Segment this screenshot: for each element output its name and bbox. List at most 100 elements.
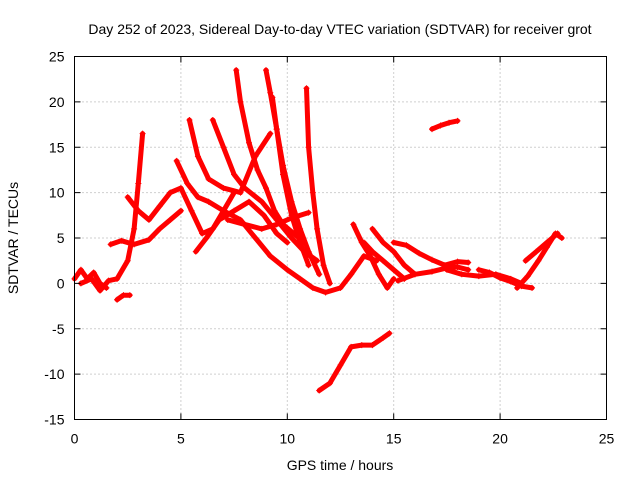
data-point-marker	[369, 248, 376, 255]
data-point-marker	[446, 119, 453, 126]
data-point-marker	[188, 207, 195, 214]
data-point-marker	[88, 275, 95, 282]
data-point-marker	[231, 207, 238, 214]
data-point-marker	[475, 266, 482, 273]
data-point-marker	[303, 85, 310, 92]
data-point-marker	[177, 207, 184, 214]
data-point-marker	[360, 253, 367, 260]
data-point-marker	[254, 166, 261, 173]
data-point-marker	[194, 153, 201, 160]
data-point-marker	[465, 259, 472, 266]
data-point-marker	[367, 253, 374, 260]
data-point-marker	[284, 266, 291, 273]
data-point-marker	[186, 117, 193, 124]
series-trace	[72, 267, 109, 291]
data-point-marker	[273, 126, 280, 133]
y-tick-label: 20	[49, 94, 65, 110]
series-trace	[444, 267, 524, 286]
data-point-marker	[216, 216, 223, 223]
x-tick-label: 25	[599, 431, 615, 447]
data-point-marker	[145, 216, 152, 223]
data-point-marker	[288, 235, 295, 241]
series-arc-n	[224, 209, 312, 232]
data-point-marker	[297, 275, 304, 282]
y-tick-label: 10	[49, 185, 65, 201]
data-point-marker	[305, 144, 312, 151]
data-point-marker	[348, 343, 355, 350]
data-point-marker	[394, 277, 401, 284]
data-point-marker	[194, 194, 201, 201]
data-point-marker	[126, 292, 133, 299]
data-point-marker	[220, 185, 227, 192]
data-point-marker	[454, 258, 461, 265]
y-tick-label: 5	[57, 230, 65, 246]
data-point-marker	[114, 296, 121, 303]
data-point-marker	[465, 266, 472, 273]
data-point-marker	[369, 342, 376, 349]
series-arc-f	[173, 157, 380, 296]
data-point-marker	[543, 239, 550, 246]
series-trace	[316, 330, 392, 393]
data-point-marker	[135, 207, 142, 214]
data-point-marker	[360, 239, 367, 246]
grid-layer	[74, 56, 607, 420]
data-point-marker	[297, 239, 304, 246]
data-point-marker	[429, 256, 436, 263]
data-point-marker	[114, 275, 121, 282]
data-point-marker	[173, 157, 180, 164]
data-point-marker	[118, 237, 125, 244]
data-point-marker	[105, 277, 112, 284]
data-point-marker	[224, 216, 231, 223]
data-point-marker	[284, 239, 291, 246]
data-point-marker	[156, 203, 163, 210]
series-trace	[174, 158, 380, 295]
data-point-marker	[429, 126, 436, 133]
data-point-marker	[305, 262, 312, 269]
x-tick-label: 0	[71, 431, 79, 447]
data-point-marker	[237, 98, 244, 105]
y-tick-label: -10	[44, 366, 64, 382]
axis-layer: 0 5 10 15 20 25 -15 -10 -5 0 5 10 15 20 25	[44, 49, 614, 447]
data-point-marker	[305, 209, 312, 216]
data-point-marker	[97, 280, 104, 287]
data-point-marker	[120, 292, 127, 299]
data-point-marker	[199, 230, 206, 237]
y-axis-label: SDTVAR / TECUs	[5, 182, 21, 294]
data-point-marker	[384, 284, 391, 291]
data-point-marker	[524, 273, 531, 280]
data-point-marker	[237, 189, 244, 196]
series-arc-y	[316, 330, 393, 394]
series-arc-h	[192, 198, 291, 255]
data-point-marker	[443, 266, 450, 273]
data-point-marker	[497, 274, 504, 281]
series-trace	[350, 221, 397, 291]
data-point-marker	[124, 194, 131, 201]
data-point-marker	[314, 225, 321, 232]
data-point-marker	[429, 268, 436, 275]
x-tick-label: 15	[386, 431, 402, 447]
data-point-marker	[454, 117, 461, 124]
data-point-marker	[305, 248, 312, 255]
series-trace	[193, 199, 290, 255]
data-point-marker	[475, 273, 482, 280]
data-point-marker	[271, 207, 278, 214]
series-arc-c	[107, 207, 184, 248]
data-point-marker	[554, 230, 561, 237]
series-trace	[304, 85, 333, 286]
data-point-marker	[269, 94, 276, 101]
data-point-marker	[245, 139, 252, 146]
data-point-marker	[390, 266, 397, 273]
data-point-marker	[192, 248, 199, 255]
series-trace	[269, 94, 312, 268]
data-point-marker	[375, 271, 382, 278]
data-point-marker	[205, 176, 212, 183]
data-point-marker	[309, 189, 316, 196]
series-layer	[71, 67, 565, 394]
x-axis-label: GPS time / hours	[287, 457, 394, 473]
data-point-marker	[380, 334, 387, 341]
data-point-marker	[177, 185, 184, 192]
data-point-marker	[437, 122, 444, 129]
series-trace	[78, 131, 146, 294]
data-point-marker	[529, 284, 536, 291]
data-point-marker	[288, 215, 295, 222]
